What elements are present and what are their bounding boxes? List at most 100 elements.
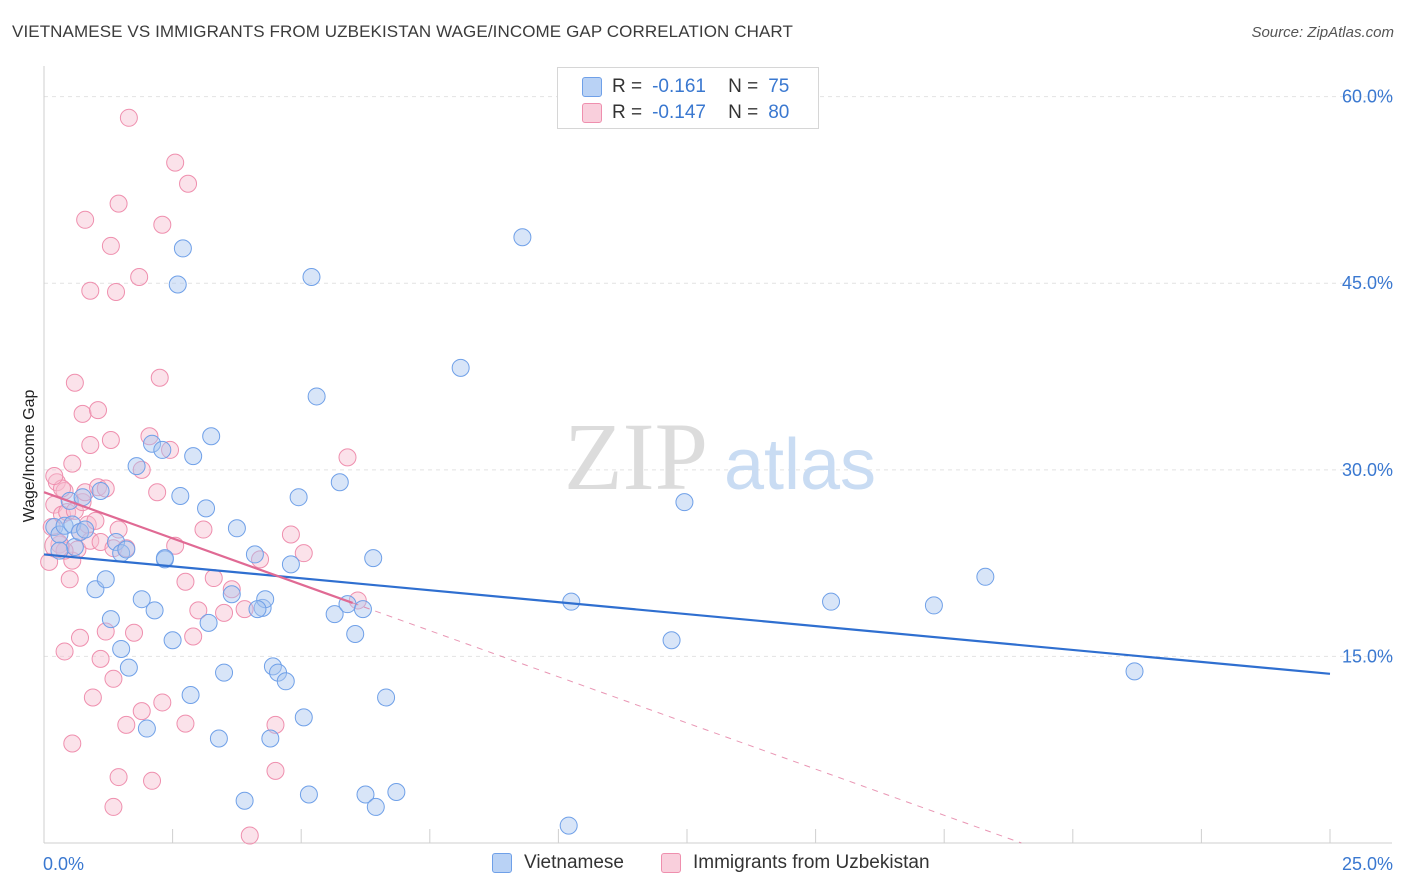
legend-swatch-blue [582, 77, 602, 97]
uzbekistan-point [189, 601, 208, 620]
vietnamese-point [261, 729, 280, 748]
vietnamese-point [55, 516, 74, 535]
uzbekistan-point [109, 194, 128, 213]
uzbekistan-trendline-extension [352, 602, 1022, 844]
vietnamese-point [346, 625, 365, 644]
watermark-zip: ZIP [564, 403, 708, 510]
legend-row-uzbekistan: R = -0.147 N = 80 [582, 101, 789, 125]
legend-n-value: 75 [768, 76, 790, 97]
uzbekistan-point [294, 544, 313, 563]
vietnamese-point [289, 488, 308, 507]
uzbekistan-point [83, 688, 102, 707]
y-tick-label: 60.0% [1342, 87, 1393, 107]
x-tick-label: 25.0% [1342, 854, 1393, 874]
uzbekistan-point [81, 435, 100, 454]
uzbekistan-point [65, 373, 84, 392]
uzbekistan-point [251, 550, 270, 569]
uzbekistan-point [176, 714, 195, 733]
legend-item-vietnamese[interactable]: Vietnamese [492, 852, 624, 874]
ticks: 15.0% 30.0% 45.0% 60.0% 0.0% 25.0% [43, 87, 1393, 874]
vietnamese-point [222, 585, 241, 604]
uzbekistan-point [143, 771, 162, 790]
vietnamese-point [143, 434, 162, 453]
vietnamese-point [112, 639, 131, 658]
uzbekistan-point [148, 483, 167, 502]
uzbekistan-point [281, 525, 300, 544]
uzbekistan-point [215, 603, 234, 622]
legend-n-label: N = [728, 76, 759, 97]
vietnamese-point [65, 537, 84, 556]
source-label: Source: ZipAtlas.com [1251, 24, 1394, 41]
uzbekistan-point [104, 669, 123, 688]
uzbekistan-point [266, 761, 285, 780]
legend-r-label: R = [612, 76, 643, 97]
vietnamese-point [127, 457, 146, 476]
legend-r-value: -0.161 [652, 76, 706, 97]
uzbekistan-point [240, 826, 259, 845]
uzbekistan-point [45, 467, 64, 486]
uzbekistan-point [166, 153, 185, 172]
uzbekistan-point [150, 368, 169, 387]
series-vietnamese-points [45, 228, 1144, 835]
legend-swatch-pink [582, 103, 602, 123]
vietnamese-point [119, 658, 138, 677]
vietnamese-point [181, 685, 200, 704]
uzbekistan-trendline [43, 491, 354, 604]
uzbekistan-point [89, 401, 108, 420]
vietnamese-point [662, 631, 681, 650]
uzbekistan-point [338, 448, 357, 467]
vietnamese-point [96, 570, 115, 589]
vietnamese-point [209, 729, 228, 748]
uzbekistan-point [107, 282, 126, 301]
watermark: ZIP atlas [564, 403, 876, 510]
uzbekistan-point [132, 702, 151, 721]
vietnamese-point [117, 540, 136, 559]
legend-label-vietnamese: Vietnamese [524, 852, 624, 873]
legend-row-vietnamese: R = -0.161 N = 75 [582, 75, 789, 99]
vietnamese-point [302, 268, 321, 287]
y-tick-label: 45.0% [1342, 273, 1393, 293]
uzbekistan-point [109, 768, 128, 787]
vietnamese-point [924, 596, 943, 615]
uzbekistan-point [76, 210, 95, 229]
vietnamese-point [235, 791, 254, 810]
vietnamese-point [559, 816, 578, 835]
vietnamese-point [281, 555, 300, 574]
legend-item-uzbekistan[interactable]: Immigrants from Uzbekistan [661, 852, 930, 874]
uzbekistan-point [101, 430, 120, 449]
vietnamese-point [137, 719, 156, 738]
uzbekistan-point [153, 693, 172, 712]
vietnamese-point [145, 601, 164, 620]
uzbekistan-point [104, 797, 123, 816]
vietnamese-point [353, 600, 372, 619]
vietnamese-point [168, 275, 187, 294]
legend-label-uzbekistan: Immigrants from Uzbekistan [693, 852, 930, 873]
uzbekistan-point [91, 649, 110, 668]
legend-n-label: N = [728, 102, 759, 123]
uzbekistan-point [117, 715, 136, 734]
vietnamese-point [197, 499, 216, 518]
vietnamese-point [91, 481, 110, 500]
vietnamese-point [299, 785, 318, 804]
vietnamese-point [822, 592, 841, 611]
vietnamese-point [364, 549, 383, 568]
uzbekistan-point [266, 715, 285, 734]
uzbekistan-point [63, 454, 82, 473]
vietnamese-point [153, 440, 172, 459]
vietnamese-point [163, 631, 182, 650]
uzbekistan-point [101, 236, 120, 255]
vietnamese-point [387, 783, 406, 801]
y-tick-label: 15.0% [1342, 646, 1393, 666]
uzbekistan-point [96, 479, 115, 498]
vietnamese-point [71, 523, 90, 542]
uzbekistan-point [179, 174, 198, 193]
legend-swatch-blue [492, 853, 512, 873]
vietnamese-point [50, 525, 69, 544]
uzbekistan-point [235, 600, 254, 619]
vietnamese-point [562, 592, 581, 611]
chart-title: VIETNAMESE VS IMMIGRANTS FROM UZBEKISTAN… [12, 22, 793, 41]
vietnamese-point [513, 228, 532, 247]
legend-n-value: 80 [768, 102, 790, 123]
regression-lines [43, 491, 1331, 844]
